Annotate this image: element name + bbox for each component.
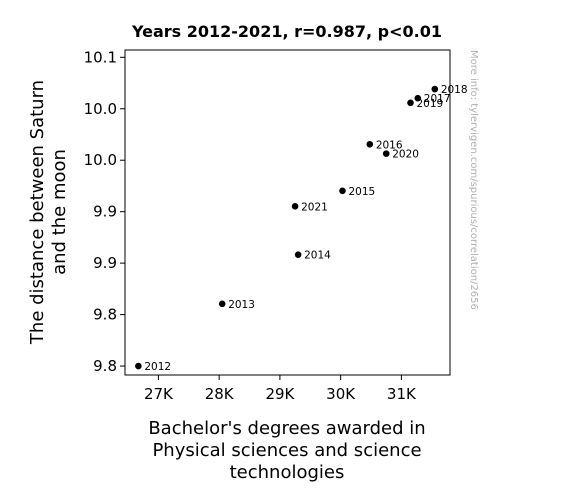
x-tick-label: 28K (205, 385, 235, 403)
y-tick-label: 9.8 (93, 357, 117, 375)
x-axis-label-line-1: Bachelor's degrees awarded in (148, 418, 425, 439)
plot-frame (124, 49, 451, 376)
x-tick-label: 29K (265, 385, 295, 403)
data-point-2013 (218, 300, 226, 308)
data-point-label: 2012 (144, 361, 171, 373)
data-point-2014 (294, 251, 302, 258)
y-axis-label-line-2: and the moon (49, 149, 70, 275)
data-point-2021 (291, 203, 299, 210)
x-tick-label: 30K (326, 385, 356, 403)
x-tick-label: 27K (144, 385, 174, 403)
data-point-2019 (407, 99, 414, 107)
x-axis-label-line-3: technologies (230, 462, 345, 483)
chart-title: Years 2012-2021, r=0.987, p<0.01 (131, 22, 442, 41)
data-point-label: 2015 (348, 186, 375, 198)
data-point-label: 2019 (417, 98, 444, 110)
data-point-label: 2017 (424, 93, 451, 105)
y-tick-label: 10.0 (84, 100, 117, 118)
y-tick-label: 9.9 (93, 254, 117, 272)
data-point-label: 2018 (441, 84, 468, 96)
data-point-2015 (339, 187, 346, 195)
y-tick-label: 9.8 (93, 306, 117, 324)
data-point-label: 2016 (376, 139, 403, 151)
data-point-label: 2013 (228, 299, 255, 311)
data-point-2020 (382, 150, 390, 157)
y-tick-label: 10.0 (84, 151, 117, 169)
y-axis-label: The distance between Saturn and the moon (27, 80, 70, 345)
data-point-2012 (135, 362, 142, 370)
y-axis-label-line-1: The distance between Saturn (27, 80, 48, 345)
data-point-label: 2020 (392, 149, 419, 161)
x-axis-label: Bachelor's degrees awarded in Physical s… (148, 418, 425, 483)
data-point-label: 2021 (301, 201, 328, 213)
data-point-2017 (414, 94, 422, 102)
y-tick-label: 9.9 (93, 203, 117, 221)
data-point-2016 (366, 140, 374, 148)
y-tick-label: 10.1 (84, 48, 117, 66)
x-axis-label-line-2: Physical sciences and science (152, 440, 421, 461)
data-point-2018 (431, 85, 439, 93)
watermark-text: More info: tylervigen.com/spurious/corre… (468, 50, 479, 310)
x-tick-label: 31K (387, 385, 417, 403)
data-point-label: 2014 (304, 250, 331, 262)
